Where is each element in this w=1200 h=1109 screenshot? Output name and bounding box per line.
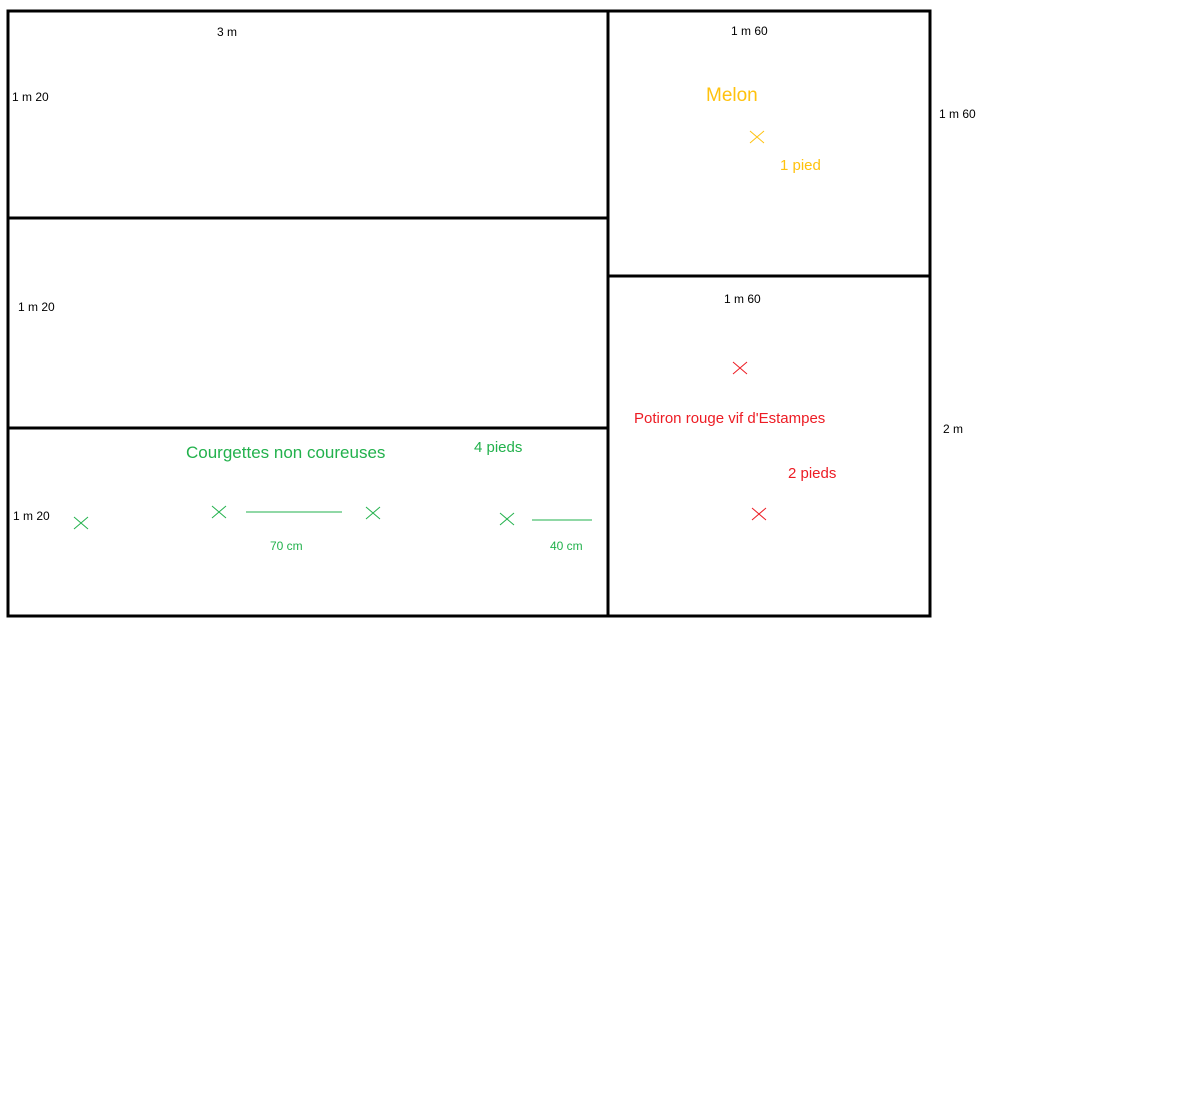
cross-icon [499,512,515,526]
courgettes-label: Courgettes non coureuses [186,443,385,462]
spacing-40cm: 40 cm [550,539,583,553]
potiron-label: Potiron rouge vif d'Estampes [634,410,825,427]
melon-label: Melon [706,85,758,106]
bed-outlines [6,9,932,618]
potiron-count: 2 pieds [788,465,836,482]
plant-markers [73,130,767,530]
outer-border [6,9,932,618]
cross-icon [751,507,767,521]
cross-icon [73,516,89,530]
dim-melon-width: 1 m 60 [731,24,768,38]
spacing-70cm: 70 cm [270,539,303,553]
dim-melon-height: 1 m 60 [939,107,976,121]
dim-left-bed2: 1 m 20 [18,300,55,314]
dim-potiron-width: 1 m 60 [724,292,761,306]
dim-top-width: 3 m [217,25,237,39]
dim-left-bed1: 1 m 20 [12,90,49,104]
cross-icon [732,361,748,375]
cross-icon [365,506,381,520]
courgettes-count: 4 pieds [474,439,522,456]
cross-icon [749,130,765,144]
dim-potiron-height: 2 m [943,422,963,436]
cross-icon [211,505,227,519]
melon-count: 1 pied [780,157,821,174]
dim-left-bed3: 1 m 20 [13,509,50,523]
spacing-lines [246,511,592,521]
